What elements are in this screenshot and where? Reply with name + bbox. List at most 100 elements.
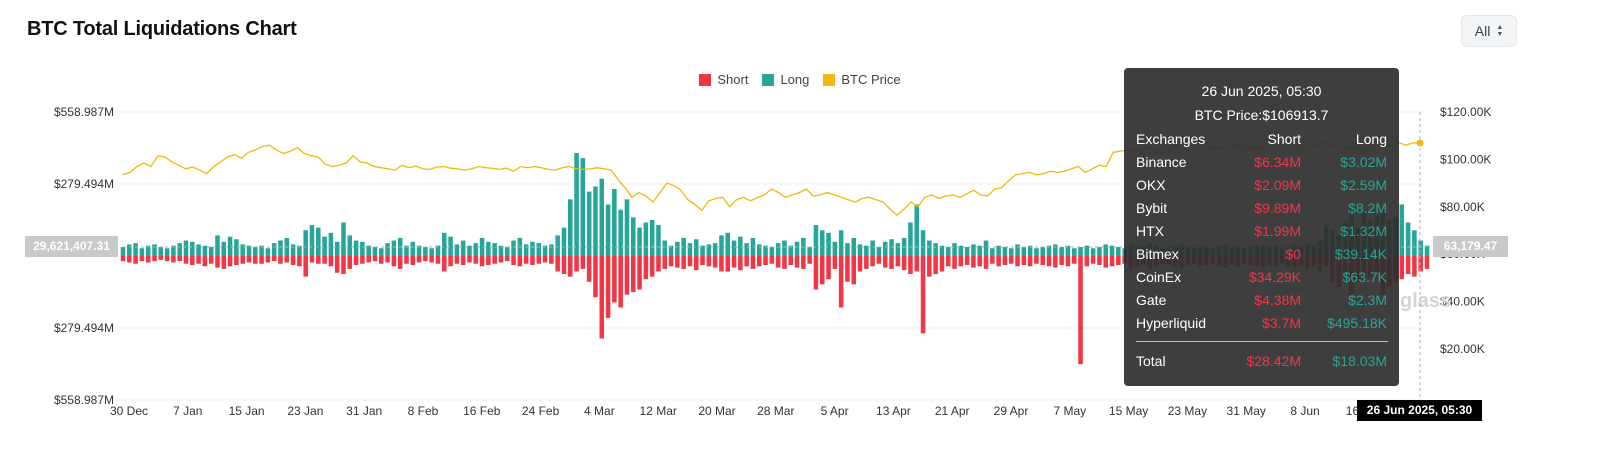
long-bar[interactable] [693,239,699,256]
long-bar[interactable] [303,230,308,256]
long-bar[interactable] [429,248,434,256]
long-bar[interactable] [1065,245,1071,256]
short-bar[interactable] [253,256,258,264]
long-bar[interactable] [838,230,844,256]
long-bar[interactable] [567,199,573,256]
short-bar[interactable] [945,256,951,267]
long-bar[interactable] [952,243,957,256]
long-bar[interactable] [996,245,1001,256]
short-bar[interactable] [190,256,195,266]
short-bar[interactable] [612,256,617,303]
long-bar[interactable] [259,245,264,256]
long-bar[interactable] [876,246,882,256]
long-bar[interactable] [889,239,894,256]
long-bar[interactable] [643,222,649,256]
long-bar[interactable] [1103,244,1108,256]
long-bar[interactable] [334,241,340,256]
long-bar[interactable] [624,199,630,256]
long-bar[interactable] [127,244,132,256]
long-bar[interactable] [744,243,749,256]
short-bar[interactable] [152,256,157,262]
short-bar[interactable] [656,256,661,272]
short-bar[interactable] [303,256,308,277]
short-bar[interactable] [599,256,605,339]
short-bar[interactable] [221,256,227,269]
long-bar[interactable] [246,245,252,256]
short-bar[interactable] [328,256,334,267]
short-bar[interactable] [1116,256,1121,266]
long-bar[interactable] [763,245,768,256]
short-bar[interactable] [889,256,894,269]
short-bar[interactable] [1059,256,1064,266]
long-bar[interactable] [435,245,441,256]
long-bar[interactable] [807,246,812,256]
long-bar[interactable] [561,227,567,256]
short-bar[interactable] [271,256,277,262]
short-bar[interactable] [227,256,233,267]
long-bar[interactable] [813,225,819,256]
long-bar[interactable] [775,243,781,256]
short-bar[interactable] [1090,256,1096,264]
short-bar[interactable] [297,256,302,267]
long-bar[interactable] [536,243,542,256]
long-bar[interactable] [1424,245,1430,256]
short-bar[interactable] [567,256,573,277]
long-bar[interactable] [908,222,913,256]
long-bar[interactable] [882,241,888,256]
short-bar[interactable] [1015,256,1020,267]
long-bar[interactable] [870,240,875,256]
long-bar[interactable] [215,235,220,256]
short-bar[interactable] [605,256,611,318]
short-bar[interactable] [460,256,466,266]
long-bar[interactable] [794,241,800,256]
long-bar[interactable] [183,240,189,256]
long-bar[interactable] [750,237,756,256]
short-bar[interactable] [290,256,296,266]
short-bar[interactable] [908,256,913,275]
short-bar[interactable] [958,256,964,267]
long-bar[interactable] [719,235,724,256]
short-bar[interactable] [782,256,787,269]
short-bar[interactable] [983,256,989,269]
long-bar[interactable] [152,244,157,256]
short-bar[interactable] [624,256,630,295]
long-bar[interactable] [366,245,371,256]
long-bar[interactable] [586,191,592,256]
short-bar[interactable] [404,256,409,264]
short-bar[interactable] [1053,256,1058,268]
long-bar[interactable] [605,204,611,256]
short-bar[interactable] [763,256,768,266]
short-bar[interactable] [933,256,938,275]
short-bar[interactable] [505,256,510,262]
long-bar[interactable] [1027,245,1033,256]
long-bar[interactable] [738,236,743,256]
short-bar[interactable] [700,256,705,266]
long-bar[interactable] [1034,248,1039,256]
long-bar[interactable] [391,240,397,256]
long-bar[interactable] [158,246,164,256]
short-bar[interactable] [429,256,434,263]
short-bar[interactable] [309,256,315,263]
short-bar[interactable] [971,256,976,268]
short-bar[interactable] [964,256,970,266]
short-bar[interactable] [334,256,340,273]
long-bar[interactable] [668,245,674,256]
long-bar[interactable] [864,245,869,256]
short-bar[interactable] [208,256,214,264]
long-bar[interactable] [492,243,497,256]
short-bar[interactable] [1109,256,1115,267]
short-bar[interactable] [574,256,579,272]
long-bar[interactable] [637,227,642,256]
long-bar[interactable] [416,245,422,256]
long-bar[interactable] [945,246,951,256]
short-bar[interactable] [769,256,775,264]
long-bar[interactable] [221,241,227,256]
short-bar[interactable] [864,256,869,269]
short-bar[interactable] [920,256,926,334]
short-bar[interactable] [1071,256,1077,264]
long-bar[interactable] [385,243,390,256]
short-bar[interactable] [1399,256,1405,280]
short-bar[interactable] [725,256,731,272]
long-bar[interactable] [977,245,983,256]
short-bar[interactable] [586,256,592,282]
